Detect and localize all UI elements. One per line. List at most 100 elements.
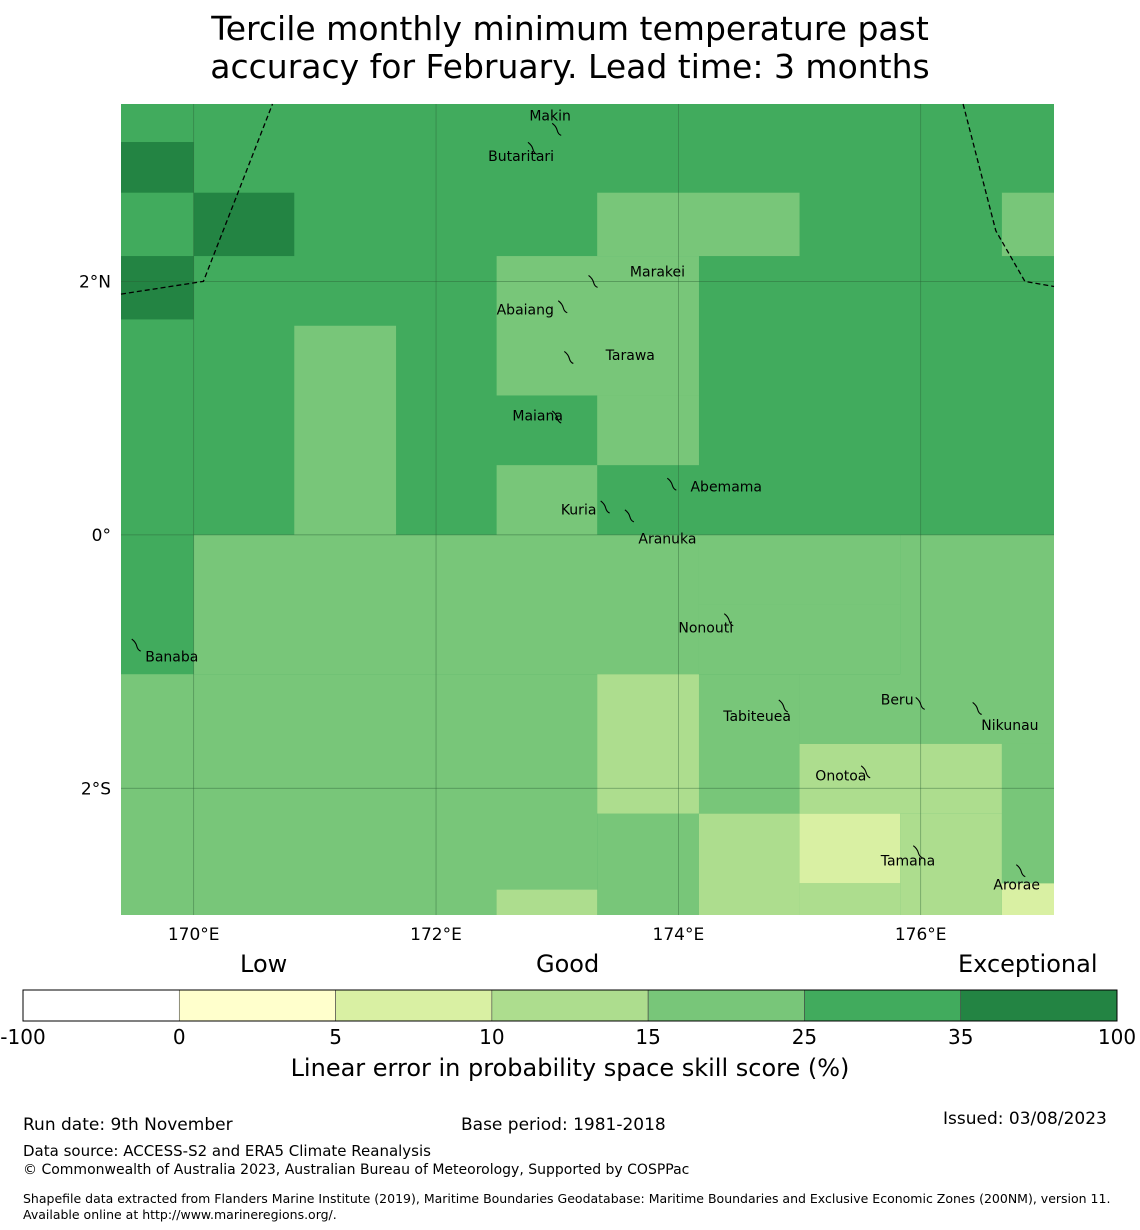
colorbar-tick-2: 5 — [329, 1025, 342, 1049]
base-period: Base period: 1981-2018 — [461, 1115, 666, 1135]
lat-tick-label: 0° — [92, 526, 111, 546]
skill-cell-12 — [698, 604, 901, 675]
colorbar-tick-5: 25 — [791, 1025, 818, 1049]
colorbar-segment-3 — [491, 989, 649, 1022]
skill-cell-16 — [799, 674, 1054, 744]
lon-tick-label: 174°E — [653, 925, 705, 945]
island-label: Kuria — [561, 503, 597, 519]
skill-cell-14 — [597, 813, 699, 915]
island-beru: Beru — [881, 693, 925, 710]
island-label: Marakei — [630, 264, 685, 280]
island-aranuka: Aranuka — [624, 509, 697, 548]
island-nikunau: Nikunau — [972, 702, 1039, 734]
island-butaritari: Butaritari — [488, 141, 554, 165]
island-label: Maiana — [512, 409, 563, 425]
island-label: Onotoa — [815, 769, 866, 785]
colorbar-frame — [22, 989, 1118, 1022]
skill-cell-22 — [799, 883, 901, 915]
skill-cell-17 — [1001, 743, 1054, 884]
skill-cell-4 — [1001, 192, 1054, 257]
colorbar-tick-3: 10 — [479, 1025, 505, 1049]
island-nonouti: Nonouti — [678, 613, 734, 636]
axis-labels: 170°E 172°E 174°E 176°E 2°N 0° 2°S — [79, 272, 947, 945]
island-label: Abaiang — [497, 302, 554, 318]
colorbar-segment-6 — [960, 989, 1118, 1022]
skill-cell-10 — [698, 534, 901, 605]
chart-title: Tercile monthly minimum temperature past… — [0, 10, 1140, 86]
colorbar-tick-7: 100 — [1097, 1025, 1137, 1049]
island-outline — [860, 765, 871, 779]
island-kuria: Kuria — [561, 500, 610, 519]
island-outline — [551, 410, 562, 424]
skill-cell-23 — [496, 889, 598, 915]
gridlines — [121, 104, 1054, 915]
map-area: Makin Butaritari Marakei Abaiang Tarawa Maian… — [120, 103, 1055, 915]
colorbar-tick-4: 15 — [635, 1025, 661, 1049]
island-outline — [912, 845, 923, 859]
island-outline — [588, 274, 598, 288]
skill-cell-19 — [799, 743, 1002, 814]
island-label: Arorae — [993, 878, 1040, 894]
island-tarawa: Tarawa — [563, 348, 655, 364]
colorbar-segment-1 — [178, 989, 336, 1022]
colorbar-segment-4 — [647, 989, 805, 1022]
shapefile-credit: Shapefile data extracted from Flanders M… — [23, 1191, 1111, 1222]
island-label: Nikunau — [981, 718, 1038, 734]
skill-cell-13 — [121, 674, 598, 915]
colorbar-segment-5 — [804, 989, 962, 1022]
island-outline — [778, 699, 788, 713]
island-label: Tarawa — [605, 348, 655, 364]
island-label: Tabiteuea — [722, 709, 791, 725]
title-line-2: accuracy for February. Lead time: 3 mont… — [210, 47, 930, 86]
island-outline — [972, 702, 982, 715]
category-low-label: Low — [240, 950, 288, 978]
data-source: Data source: ACCESS-S2 and ERA5 Climate … — [23, 1142, 431, 1160]
skill-cell-15 — [698, 674, 800, 814]
island-outline — [551, 122, 562, 136]
lat-tick-label: 2°S — [81, 779, 111, 799]
skill-cell-3 — [597, 192, 800, 257]
skill-cell-0 — [121, 142, 194, 193]
island-label: Aranuka — [638, 532, 696, 548]
islands: Makin Butaritari Marakei Abaiang Tarawa Maian… — [131, 108, 1040, 894]
skill-cells — [121, 142, 1054, 915]
lon-tick-label: 170°E — [168, 925, 220, 945]
island-label: Banaba — [145, 649, 198, 665]
skill-cell-1 — [193, 192, 295, 257]
island-arorae: Arorae — [993, 864, 1040, 894]
colorbar-tick-1: 0 — [172, 1025, 186, 1049]
island-outline — [527, 141, 538, 155]
island-tamana: Tamana — [880, 845, 935, 870]
skill-cell-7 — [294, 325, 397, 535]
eez-boundary-1 — [962, 103, 1055, 288]
island-outline — [723, 613, 734, 627]
island-outline — [557, 300, 568, 314]
colorbar-segment-2 — [335, 989, 493, 1022]
island-label: Butaritari — [488, 149, 554, 165]
island-outline — [1015, 864, 1026, 878]
skill-cell-18 — [597, 674, 699, 814]
island-label: Nonouti — [678, 620, 733, 636]
colorbar-title: Linear error in probability space skill … — [290, 1054, 850, 1082]
issued-date: Issued: 03/08/2023 — [943, 1109, 1107, 1129]
island-outline — [666, 477, 677, 491]
island-tabiteuea: Tabiteuea — [722, 699, 791, 725]
colorbar — [22, 989, 1118, 1022]
island-abemama: Abemama — [666, 477, 762, 496]
lon-tick-label: 176°E — [895, 925, 947, 945]
island-makin: Makin — [529, 108, 571, 136]
island-label: Beru — [881, 693, 914, 709]
island-outline — [600, 500, 610, 514]
lon-tick-label: 172°E — [410, 925, 462, 945]
island-maiana: Maiana — [512, 409, 563, 425]
island-label: Makin — [529, 108, 571, 124]
island-outline — [563, 350, 574, 364]
title-line-1: Tercile monthly minimum temperature past — [211, 9, 929, 48]
skill-cell-21 — [900, 813, 1002, 915]
skill-cell-25 — [1001, 883, 1054, 915]
skill-cell-5 — [496, 256, 699, 396]
eez-boundary-0 — [120, 103, 274, 295]
island-outline — [131, 638, 141, 652]
maritime-boundaries — [120, 103, 1055, 295]
skill-cell-9 — [193, 534, 699, 675]
